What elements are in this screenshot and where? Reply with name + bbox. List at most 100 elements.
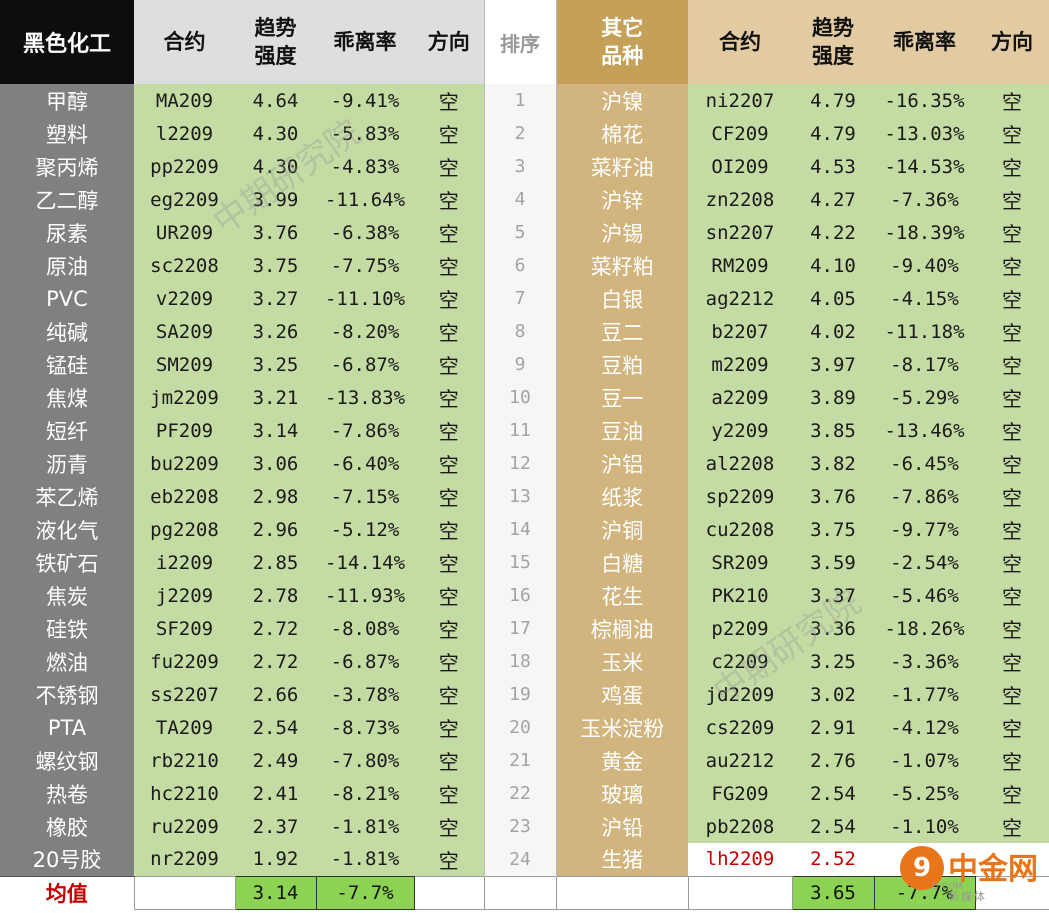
right-deviation-cell: -5.25% — [874, 777, 975, 810]
right-name-cell: 沪镍 — [556, 84, 688, 117]
right-direction-cell: 空 — [975, 183, 1049, 216]
left-direction-cell: 空 — [414, 777, 484, 810]
left-contract-cell: pg2208 — [134, 513, 235, 546]
right-name-cell: 棕榈油 — [556, 612, 688, 645]
trend-header-line2: 强度 — [254, 44, 297, 68]
right-trend-cell: 4.79 — [792, 84, 874, 117]
left-name-cell: 原油 — [0, 249, 134, 282]
right-direction-cell: 空 — [975, 711, 1049, 744]
right-direction-cell: 空 — [975, 282, 1049, 315]
left-deviation-cell: -8.73% — [316, 711, 414, 744]
right-category-line1: 其它 — [601, 16, 644, 40]
table-row: 塑料 l2209 4.30 -5.83% 空 2 棉花 CF209 4.79 -13.03% 空 — [0, 117, 1049, 150]
average-blank — [413, 875, 485, 910]
right-name-cell: 玉米 — [556, 645, 688, 678]
left-trend-cell: 3.25 — [235, 348, 316, 381]
left-deviation-cell: -6.87% — [316, 645, 414, 678]
left-contract-cell: MA209 — [134, 84, 235, 117]
table-row: 液化气 pg2208 2.96 -5.12% 空 14 沪铜 cu2208 3.75 -9.77%… — [0, 513, 1049, 546]
right-name-cell: 豆油 — [556, 414, 688, 447]
right-deviation-cell: -7.36% — [874, 183, 975, 216]
left-direction-cell: 空 — [414, 480, 484, 513]
left-deviation-cell: -8.08% — [316, 612, 414, 645]
rank-cell: 4 — [483, 183, 557, 216]
right-direction-cell: 空 — [975, 480, 1049, 513]
left-trend-cell: 2.41 — [235, 777, 316, 810]
zhongjin-logo: 9 中金网 D.COM 新媒体 — [892, 842, 1049, 913]
left-deviation-cell: -5.12% — [316, 513, 414, 546]
left-contract-cell: SM209 — [134, 348, 235, 381]
left-name-cell: 纯碱 — [0, 315, 134, 348]
logo-sub: 新媒体 — [948, 890, 987, 903]
right-direction-header: 方向 — [975, 0, 1049, 84]
trend-header-line2: 强度 — [812, 44, 854, 68]
left-name-cell: 不锈钢 — [0, 678, 134, 711]
right-deviation-cell: -5.46% — [874, 579, 975, 612]
left-deviation-cell: -6.38% — [316, 216, 414, 249]
right-name-cell: 菜籽粕 — [556, 249, 688, 282]
rank-cell: 19 — [483, 678, 557, 711]
right-direction-cell: 空 — [975, 249, 1049, 282]
logo-name: 中金网 — [948, 852, 1038, 887]
left-contract-cell: SF209 — [134, 612, 235, 645]
left-deviation-cell: -8.21% — [316, 777, 414, 810]
right-contract-cell: a2209 — [688, 381, 792, 414]
rank-cell: 17 — [483, 612, 557, 645]
left-direction-cell: 空 — [414, 348, 484, 381]
right-name-cell: 鸡蛋 — [556, 678, 688, 711]
left-trend-cell: 2.72 — [235, 612, 316, 645]
table-row: 橡胶 ru2209 2.37 -1.81% 空 23 沪铅 pb2208 2.54 -1.10% 空 — [0, 810, 1049, 843]
right-trend-cell: 4.10 — [792, 249, 874, 282]
right-contract-cell: y2209 — [688, 414, 792, 447]
right-direction-cell: 空 — [975, 381, 1049, 414]
right-name-cell: 玻璃 — [556, 777, 688, 810]
left-name-cell: PTA — [0, 711, 134, 744]
right-trend-cell: 3.75 — [792, 513, 874, 546]
right-trend-cell: 2.52 — [792, 843, 874, 876]
left-contract-cell: PF209 — [134, 414, 235, 447]
right-name-cell: 玉米淀粉 — [556, 711, 688, 744]
left-name-cell: 20号胶 — [0, 843, 134, 876]
rank-cell: 14 — [483, 513, 557, 546]
right-deviation-cell: -18.26% — [874, 612, 975, 645]
left-direction-cell: 空 — [414, 744, 484, 777]
rank-cell: 20 — [483, 711, 557, 744]
left-contract-cell: sc2208 — [134, 249, 235, 282]
left-name-cell: 硅铁 — [0, 612, 134, 645]
right-name-cell: 沪铜 — [556, 513, 688, 546]
right-trend-cell: 3.25 — [792, 645, 874, 678]
right-deviation-cell: -8.17% — [874, 348, 975, 381]
right-deviation-cell: -13.03% — [874, 117, 975, 150]
right-direction-cell: 空 — [975, 84, 1049, 117]
left-trend-cell: 3.99 — [235, 183, 316, 216]
right-contract-cell: sn2207 — [688, 216, 792, 249]
right-name-cell: 花生 — [556, 579, 688, 612]
rank-cell: 10 — [483, 381, 557, 414]
left-trend-cell: 1.92 — [235, 843, 316, 876]
right-name-cell: 菜籽油 — [556, 150, 688, 183]
left-trend-cell: 3.26 — [235, 315, 316, 348]
right-contract-cell: CF209 — [688, 117, 792, 150]
right-contract-cell: zn2208 — [688, 183, 792, 216]
right-contract-cell: SR209 — [688, 546, 792, 579]
left-average-deviation: -7.7% — [315, 875, 415, 910]
right-trend-cell: 3.76 — [792, 480, 874, 513]
right-contract-cell: b2207 — [688, 315, 792, 348]
right-direction-cell: 空 — [975, 645, 1049, 678]
right-deviation-cell: -16.35% — [874, 84, 975, 117]
right-direction-cell: 空 — [975, 216, 1049, 249]
right-direction-cell: 空 — [975, 348, 1049, 381]
right-direction-cell: 空 — [975, 546, 1049, 579]
right-average-trend: 3.65 — [791, 875, 875, 910]
right-name-cell: 沪铝 — [556, 447, 688, 480]
rank-cell: 2 — [483, 117, 557, 150]
table-row: 乙二醇 eg2209 3.99 -11.64% 空 4 沪锌 zn2208 4.27 -7.36%… — [0, 183, 1049, 216]
left-direction-cell: 空 — [414, 249, 484, 282]
right-deviation-cell: -3.36% — [874, 645, 975, 678]
right-contract-cell: m2209 — [688, 348, 792, 381]
left-deviation-cell: -3.78% — [316, 678, 414, 711]
left-name-cell: 焦炭 — [0, 579, 134, 612]
rank-cell: 7 — [483, 282, 557, 315]
right-direction-cell: 空 — [975, 810, 1049, 843]
left-direction-cell: 空 — [414, 150, 484, 183]
